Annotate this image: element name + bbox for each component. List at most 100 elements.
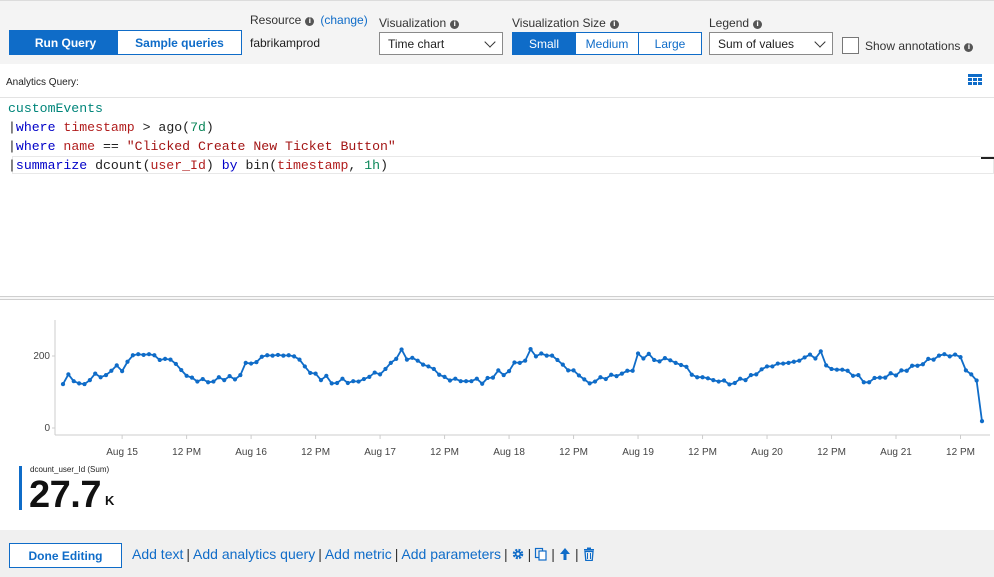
data-point[interactable] xyxy=(141,352,146,358)
data-point[interactable] xyxy=(66,372,71,377)
data-point[interactable] xyxy=(947,354,952,359)
data-point[interactable] xyxy=(738,376,743,381)
legend-select[interactable]: Sum of values xyxy=(709,32,833,55)
data-point[interactable] xyxy=(200,376,205,382)
data-point[interactable] xyxy=(103,372,109,378)
data-point[interactable] xyxy=(936,353,942,358)
data-point[interactable] xyxy=(969,372,974,377)
data-point[interactable] xyxy=(442,374,447,379)
data-point[interactable] xyxy=(340,376,345,381)
data-point[interactable] xyxy=(98,375,103,380)
data-point[interactable] xyxy=(308,370,313,376)
data-point[interactable] xyxy=(136,352,141,357)
data-point[interactable] xyxy=(953,352,958,357)
data-point[interactable] xyxy=(345,380,350,386)
data-point[interactable] xyxy=(920,362,925,367)
data-point[interactable] xyxy=(501,372,506,378)
data-point[interactable] xyxy=(910,363,915,368)
data-point[interactable] xyxy=(748,372,754,378)
data-point[interactable] xyxy=(238,372,243,378)
data-point[interactable] xyxy=(958,354,963,360)
change-resource-link[interactable]: (change) xyxy=(320,13,368,27)
data-point[interactable] xyxy=(678,362,684,368)
run-query-button[interactable]: Run Query xyxy=(9,30,122,55)
data-point[interactable] xyxy=(259,354,264,359)
query-editor[interactable]: customEvents |where timestamp > ago(7d) … xyxy=(0,98,994,298)
code-line[interactable]: |where name == "Clicked Create New Ticke… xyxy=(8,137,396,156)
data-point[interactable] xyxy=(248,361,254,366)
data-point[interactable] xyxy=(109,368,114,373)
data-point[interactable] xyxy=(157,357,162,363)
data-point[interactable] xyxy=(856,372,861,378)
trash-icon[interactable] xyxy=(582,547,596,561)
data-point[interactable] xyxy=(474,376,479,381)
data-point[interactable] xyxy=(469,379,474,384)
data-point[interactable] xyxy=(587,381,592,386)
data-point[interactable] xyxy=(705,376,711,381)
data-point[interactable] xyxy=(270,353,275,358)
data-point[interactable] xyxy=(216,375,221,380)
data-point[interactable] xyxy=(926,356,931,361)
data-point[interactable] xyxy=(463,379,469,384)
data-point[interactable] xyxy=(189,375,195,380)
data-point[interactable] xyxy=(351,379,356,384)
data-point[interactable] xyxy=(775,361,780,366)
data-point[interactable] xyxy=(877,375,882,380)
data-point[interactable] xyxy=(399,347,404,352)
data-point[interactable] xyxy=(625,368,630,373)
data-point[interactable] xyxy=(646,351,651,356)
data-point[interactable] xyxy=(275,352,281,358)
size-small-option[interactable]: Small xyxy=(512,32,576,55)
data-point[interactable] xyxy=(598,375,603,380)
data-point[interactable] xyxy=(227,374,232,379)
data-point[interactable] xyxy=(431,366,436,372)
data-point[interactable] xyxy=(179,367,184,373)
data-point[interactable] xyxy=(635,351,641,356)
data-point[interactable] xyxy=(82,381,87,387)
code-line[interactable]: |summarize dcount(user_Id) by bin(timest… xyxy=(8,156,388,175)
info-icon[interactable]: i xyxy=(305,17,315,26)
size-medium-option[interactable]: Medium xyxy=(575,32,639,55)
data-point[interactable] xyxy=(120,369,125,374)
data-point[interactable] xyxy=(700,375,705,380)
data-point[interactable] xyxy=(490,375,496,380)
data-point[interactable] xyxy=(87,378,92,383)
data-point[interactable] xyxy=(770,364,775,369)
data-point[interactable] xyxy=(361,376,367,382)
settings-gear-icon[interactable] xyxy=(511,547,525,561)
data-point[interactable] xyxy=(942,352,947,357)
data-point[interactable] xyxy=(383,366,388,372)
data-point[interactable] xyxy=(146,352,152,357)
data-point[interactable] xyxy=(458,379,463,384)
data-point[interactable] xyxy=(931,357,936,362)
data-point[interactable] xyxy=(544,353,549,358)
data-point[interactable] xyxy=(850,373,856,378)
info-icon[interactable]: i xyxy=(450,20,460,29)
data-point[interactable] xyxy=(334,380,340,386)
data-point[interactable] xyxy=(711,378,716,383)
data-point[interactable] xyxy=(415,358,420,363)
data-point[interactable] xyxy=(883,375,888,380)
data-point[interactable] xyxy=(824,363,829,368)
data-point[interactable] xyxy=(377,372,383,377)
data-point[interactable] xyxy=(114,363,119,368)
data-point[interactable] xyxy=(195,379,200,384)
move-up-arrow-icon[interactable] xyxy=(558,547,572,561)
data-point[interactable] xyxy=(979,419,985,424)
code-line[interactable]: customEvents xyxy=(8,99,103,118)
data-point[interactable] xyxy=(125,359,130,364)
data-point[interactable] xyxy=(356,379,361,384)
data-point[interactable] xyxy=(560,362,565,367)
data-point[interactable] xyxy=(840,367,845,372)
data-point[interactable] xyxy=(732,380,737,386)
add-parameters-link[interactable]: Add parameters xyxy=(401,546,502,562)
data-point[interactable] xyxy=(394,356,399,361)
data-point[interactable] xyxy=(211,379,216,384)
data-point[interactable] xyxy=(60,381,66,387)
data-point[interactable] xyxy=(404,357,410,362)
data-point[interactable] xyxy=(265,353,270,358)
data-point[interactable] xyxy=(716,379,721,384)
data-point[interactable] xyxy=(533,354,539,359)
data-point[interactable] xyxy=(297,357,302,362)
data-point[interactable] xyxy=(243,360,248,365)
